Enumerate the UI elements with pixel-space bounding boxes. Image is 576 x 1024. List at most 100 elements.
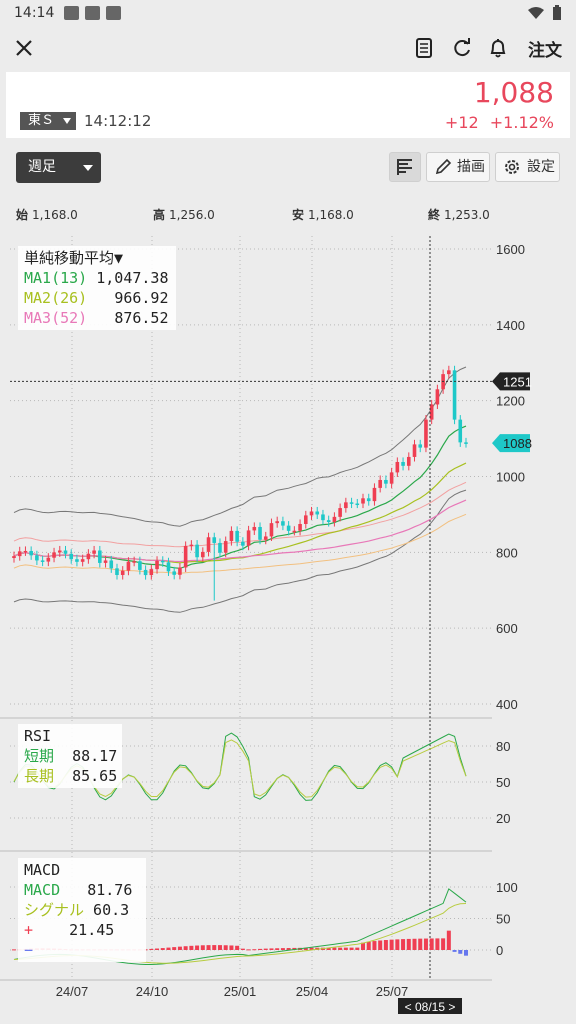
macd-histogram-bar	[240, 948, 245, 950]
candle-body	[401, 461, 405, 466]
chart-toolbar: 週足 描画 設定	[0, 150, 576, 186]
x-tick-label: 25/04	[296, 984, 329, 999]
market-selector[interactable]: 東Ｓ	[20, 112, 76, 130]
macd-histogram-bar	[275, 948, 280, 950]
candle-body	[263, 536, 268, 540]
gear-icon	[505, 160, 519, 174]
status-time: 14:14	[14, 5, 55, 21]
macd-tick-label: 0	[496, 943, 503, 958]
dropdown-triangle-icon	[83, 165, 93, 171]
macd-histogram-bar	[235, 945, 240, 950]
order-button[interactable]: 注文	[528, 41, 562, 61]
macd-histogram-bar	[200, 945, 205, 950]
candle-body	[206, 537, 211, 552]
bollinger-lower-line	[13, 489, 467, 613]
candle-body	[246, 530, 251, 546]
candle-body	[132, 561, 136, 563]
candle-body	[338, 508, 342, 517]
macd-title: MACD	[24, 861, 61, 879]
period-label: 週足	[28, 159, 56, 175]
macd-histogram-bar	[435, 938, 440, 950]
candle-body	[464, 442, 468, 444]
candle-body	[241, 541, 245, 546]
quote-time: 14:12:12	[84, 112, 152, 130]
macd-histogram-bar	[446, 930, 451, 950]
macd-legend: MACD MACD 81.76 シグナル 60.3 + 21.45 −	[18, 858, 146, 962]
ma-legend[interactable]: 単純移動平均▼ MA1(13) 1,047.38 MA2(26) 966.92 …	[18, 246, 176, 330]
candle-body	[23, 550, 28, 553]
bell-icon	[490, 39, 506, 58]
alert-button[interactable]	[484, 34, 512, 62]
dropdown-triangle-icon	[63, 118, 71, 124]
macd-histogram-bar	[303, 947, 308, 950]
crosshair-price-label: 1251	[503, 374, 532, 389]
market-label: 東Ｓ	[28, 113, 55, 128]
macd-histogram-bar	[366, 941, 371, 950]
stock-app-icon-2	[106, 6, 121, 20]
macd-histogram-bar	[429, 938, 434, 950]
macd-histogram-bar	[160, 948, 165, 950]
candle-body	[138, 561, 142, 570]
last-price-tag	[492, 434, 530, 453]
macd-histogram-bar	[149, 948, 154, 950]
candle-body	[321, 514, 325, 521]
candle-body	[172, 571, 177, 575]
candle-body	[229, 530, 234, 542]
candle-body	[281, 521, 285, 526]
settings-button[interactable]: 設定	[495, 152, 560, 182]
candle-body	[389, 472, 394, 484]
macd-histogram-bar	[401, 939, 406, 950]
macd-histogram-bar	[343, 947, 348, 950]
macd-histogram-bar	[292, 947, 297, 950]
chart-type-button[interactable]	[389, 152, 421, 182]
wifi-icon	[528, 7, 544, 19]
ohlc-high: 高 1,256.0	[153, 208, 215, 222]
period-selector[interactable]: 週足	[16, 152, 101, 183]
macd-histogram-bar	[177, 946, 182, 950]
candle-body	[384, 479, 388, 484]
macd-tick-label: 50	[496, 912, 510, 927]
news-button[interactable]	[410, 34, 438, 62]
candle-body	[143, 569, 148, 576]
candle-body	[63, 550, 68, 554]
rsi-legend: RSI 短期 88.17 長期 85.65	[18, 724, 122, 788]
candle-body	[149, 569, 154, 576]
candle-body	[69, 553, 74, 560]
ma2-legend: MA2(26) 966.92	[24, 289, 169, 307]
macd-histogram-bar	[280, 948, 285, 950]
price-tick-label: 1600	[496, 242, 525, 257]
macd-histogram-bar	[166, 947, 171, 950]
price-tick-label: 400	[496, 697, 518, 712]
candle-body	[315, 511, 320, 515]
rsi-tick-label: 80	[496, 739, 510, 754]
candle-body	[395, 461, 400, 473]
candle-body	[17, 551, 22, 557]
candle-body	[372, 487, 377, 502]
candle-body	[275, 521, 279, 524]
ohlc-row: 始 1,168.0 高 1,256.0 安 1,168.0 終 1,253.0	[0, 206, 576, 224]
envelope-line	[13, 513, 467, 574]
candle-body	[120, 570, 125, 575]
refresh-button[interactable]	[448, 34, 476, 62]
close-button[interactable]	[10, 34, 38, 64]
candle-body	[103, 560, 108, 563]
candle-body	[429, 404, 434, 420]
candle-body	[160, 560, 165, 563]
price-tick-label: 800	[496, 545, 518, 560]
candle-body	[109, 560, 114, 569]
candle-body	[406, 456, 411, 466]
macd-hist-legend: + 21.45	[24, 921, 115, 939]
candle-body	[92, 550, 96, 554]
current-price: 1,088	[473, 76, 554, 109]
macd-histogram-bar	[395, 939, 400, 950]
rsi-tick-label: 50	[496, 775, 510, 790]
candle-body	[40, 560, 45, 562]
candle-body	[269, 523, 274, 537]
draw-button[interactable]: 描画	[426, 152, 490, 182]
rsi-long-legend: 長期 85.65	[24, 767, 118, 785]
x-tick-label: 25/01	[224, 984, 257, 999]
gallery-icon	[64, 6, 79, 20]
price-change: +12 +1.12%	[445, 113, 554, 132]
crosshair-date-tag	[398, 998, 462, 1014]
battery-icon	[553, 5, 561, 20]
